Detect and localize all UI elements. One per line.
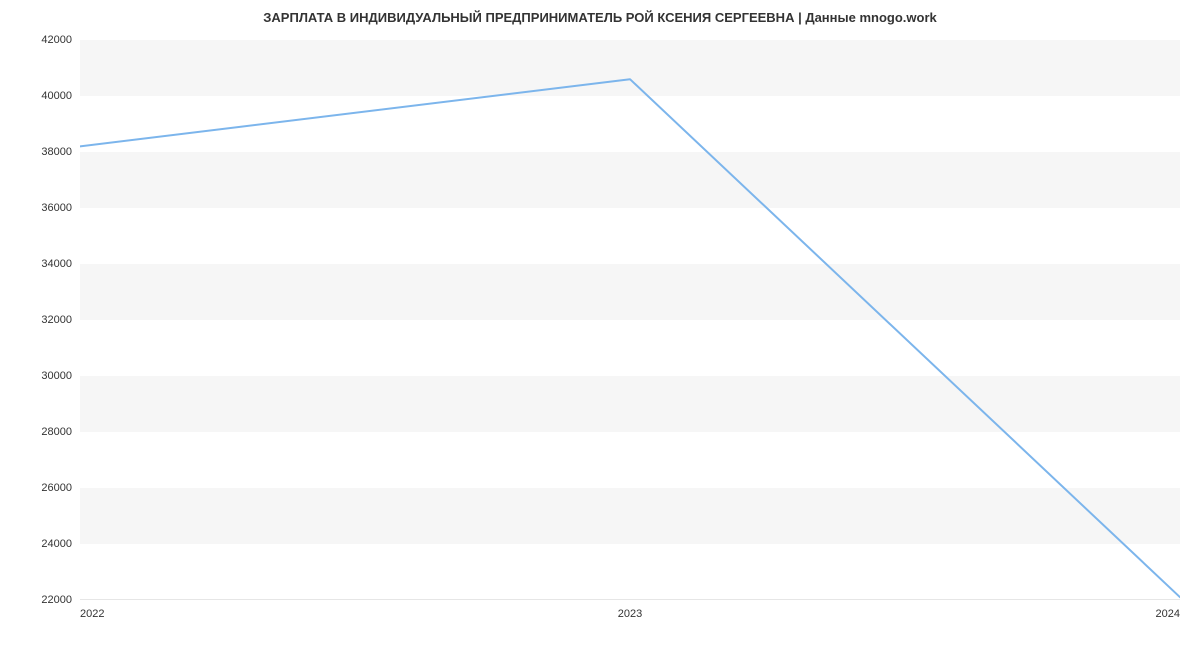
y-tick-label: 36000: [32, 202, 72, 214]
y-tick-label: 32000: [32, 314, 72, 326]
y-tick-label: 30000: [32, 370, 72, 382]
y-tick-label: 26000: [32, 482, 72, 494]
y-tick-label: 28000: [32, 426, 72, 438]
x-tick-label: 2023: [618, 608, 642, 620]
y-tick-label: 22000: [32, 594, 72, 606]
salary-line-chart: ЗАРПЛАТА В ИНДИВИДУАЛЬНЫЙ ПРЕДПРИНИМАТЕЛ…: [0, 0, 1200, 650]
y-tick-label: 24000: [32, 538, 72, 550]
y-tick-label: 42000: [32, 34, 72, 46]
x-tick-label: 2022: [80, 608, 104, 620]
y-tick-label: 38000: [32, 146, 72, 158]
plot-area: [80, 40, 1180, 600]
y-tick-label: 40000: [32, 90, 72, 102]
chart-title: ЗАРПЛАТА В ИНДИВИДУАЛЬНЫЙ ПРЕДПРИНИМАТЕЛ…: [0, 10, 1200, 25]
x-tick-label: 2024: [1156, 608, 1180, 620]
y-tick-label: 34000: [32, 258, 72, 270]
